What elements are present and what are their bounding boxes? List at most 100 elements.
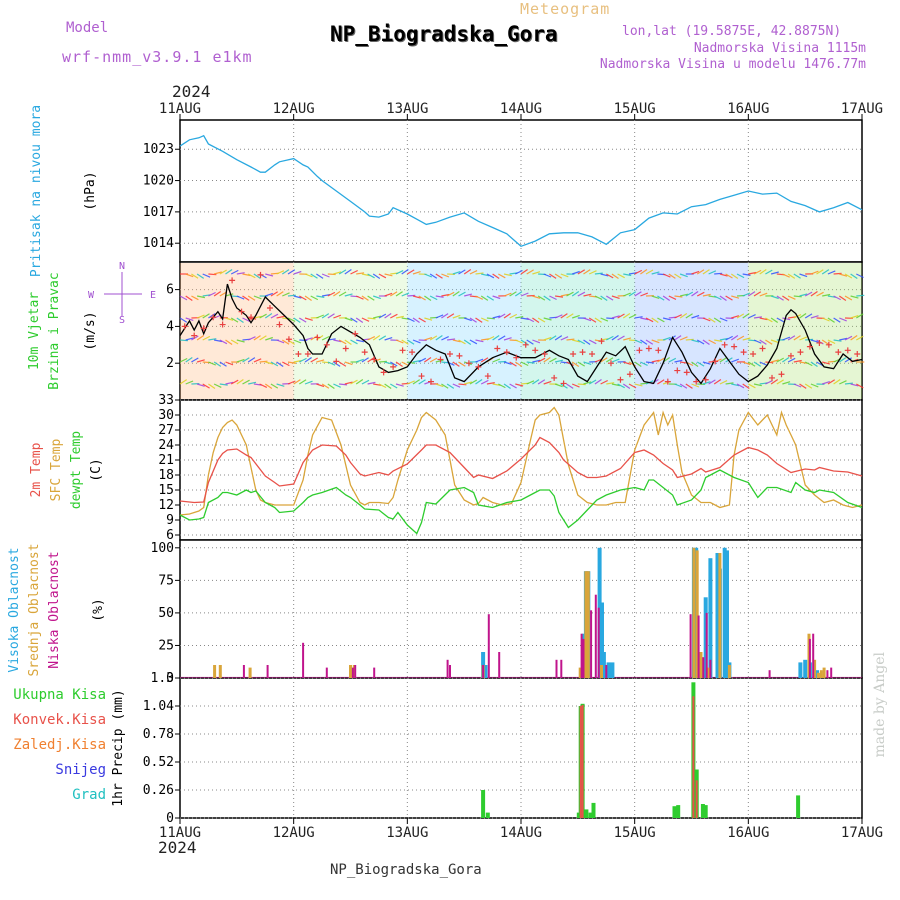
labels: 11AUG 11AUG 12AUG 12AUG 13AUG 13AUG 14AUG 14AUG… <box>7 101 883 841</box>
wind-barb <box>515 339 523 344</box>
wind-barb <box>645 269 654 275</box>
cloud-bar-2 <box>302 642 305 678</box>
wind-gust-mark <box>200 325 207 332</box>
wind-gust-mark <box>712 358 719 365</box>
wind-barb <box>304 295 312 301</box>
wind-barb <box>213 291 222 297</box>
wind-barb <box>361 357 369 363</box>
wind-barb <box>389 361 398 367</box>
wind-barb <box>196 314 205 319</box>
xtick-bottom-12AUG: 12AUG <box>273 825 315 841</box>
wind-barb <box>799 336 808 341</box>
wind-barb <box>298 379 307 385</box>
wind-barb <box>236 339 245 343</box>
wind-barb <box>628 383 637 389</box>
precip-bar-0 <box>485 812 490 818</box>
wind-barb <box>327 291 336 297</box>
cloud-bar-0 <box>601 652 606 678</box>
wind-barb <box>810 383 819 388</box>
wind-barb <box>662 317 672 321</box>
compass-w: W <box>88 290 95 301</box>
cloud-bar-1 <box>727 665 731 678</box>
cloud-bar-2 <box>242 665 245 678</box>
wind-gust-mark <box>607 360 614 367</box>
wind-gust-mark <box>409 349 416 356</box>
wind-barb <box>253 358 262 363</box>
ytick-precip-1.04: 1.04 <box>143 699 174 714</box>
wind-barb <box>713 295 722 301</box>
wind-barb <box>384 313 392 319</box>
wind-barb <box>588 339 597 345</box>
cloud-bar-1 <box>584 571 588 678</box>
wind-barb <box>452 383 461 388</box>
wind-gust-mark <box>702 376 709 383</box>
wind-barb <box>606 382 615 385</box>
wind-barb <box>191 357 199 363</box>
wind-barb <box>253 315 262 319</box>
wind-gust-mark <box>674 367 681 374</box>
wind-barb <box>230 339 239 345</box>
watermark: made by Angel <box>872 652 888 758</box>
wind-barb <box>691 383 700 388</box>
cloud-bar-2 <box>487 614 490 678</box>
wind-barb <box>702 381 711 385</box>
wind-barb <box>293 339 302 344</box>
wind-barb <box>225 361 234 366</box>
wind-barb <box>628 291 637 297</box>
wind-barb <box>196 383 205 387</box>
wind-barb <box>401 269 409 275</box>
wind-gust-mark <box>248 314 255 321</box>
cloud-bar-0 <box>722 547 727 678</box>
xtick-bottom-14AUG: 14AUG <box>500 825 542 841</box>
wind-gust-mark <box>229 277 236 284</box>
cloud-bar-2 <box>498 652 501 678</box>
wind-barb <box>316 383 325 388</box>
wind-barb <box>384 337 393 341</box>
wind-barb <box>316 273 324 279</box>
wind-barb <box>753 269 762 275</box>
ytick-cloud-25: 25 <box>158 638 174 653</box>
wind-gust-mark <box>285 336 292 343</box>
compass-n: N <box>119 261 125 272</box>
wind-barb <box>464 381 473 385</box>
wind-barb <box>657 357 665 363</box>
wind-barb <box>731 358 740 363</box>
ytick-pressure-1023: 1023 <box>143 142 174 157</box>
wind-barb <box>594 379 602 385</box>
wind-barb <box>622 313 631 319</box>
wind-barb <box>759 317 768 321</box>
wind-barb <box>475 317 483 323</box>
wind-barb <box>276 315 285 319</box>
precip-legend-2: Zaledj.Kisa <box>13 737 106 753</box>
wind-barb <box>475 339 484 343</box>
wind-barb <box>293 295 302 299</box>
temp-unit-label: (C) <box>89 458 104 481</box>
wind-gust-mark <box>210 314 217 321</box>
wind-barb <box>662 273 671 278</box>
wind-barb <box>333 339 342 343</box>
wind-barb <box>537 379 546 385</box>
wind-barb <box>179 379 188 385</box>
wind-barb <box>338 269 347 275</box>
wind-barb <box>344 293 353 297</box>
wind-barb <box>583 293 592 297</box>
cloud-bar-2 <box>705 612 708 678</box>
wind-barb <box>492 335 500 341</box>
cloud-bar-0 <box>798 662 803 678</box>
wind-barb <box>577 339 586 345</box>
wind-barb <box>509 291 517 297</box>
wind-barb <box>247 273 256 279</box>
wind-barb <box>571 361 580 367</box>
wind-barb <box>264 313 273 319</box>
wind-barb <box>810 339 819 343</box>
wind-barb <box>276 383 285 387</box>
precip-bar-0 <box>591 802 596 818</box>
wind-barb <box>850 315 859 319</box>
wind-gust-mark <box>333 358 340 365</box>
wind-barb <box>537 295 546 301</box>
wind-barb <box>674 273 682 279</box>
wind-barb <box>236 358 245 363</box>
precip-bar-1 <box>581 704 584 818</box>
wind-barb <box>424 295 432 301</box>
wind-barb <box>855 313 864 319</box>
